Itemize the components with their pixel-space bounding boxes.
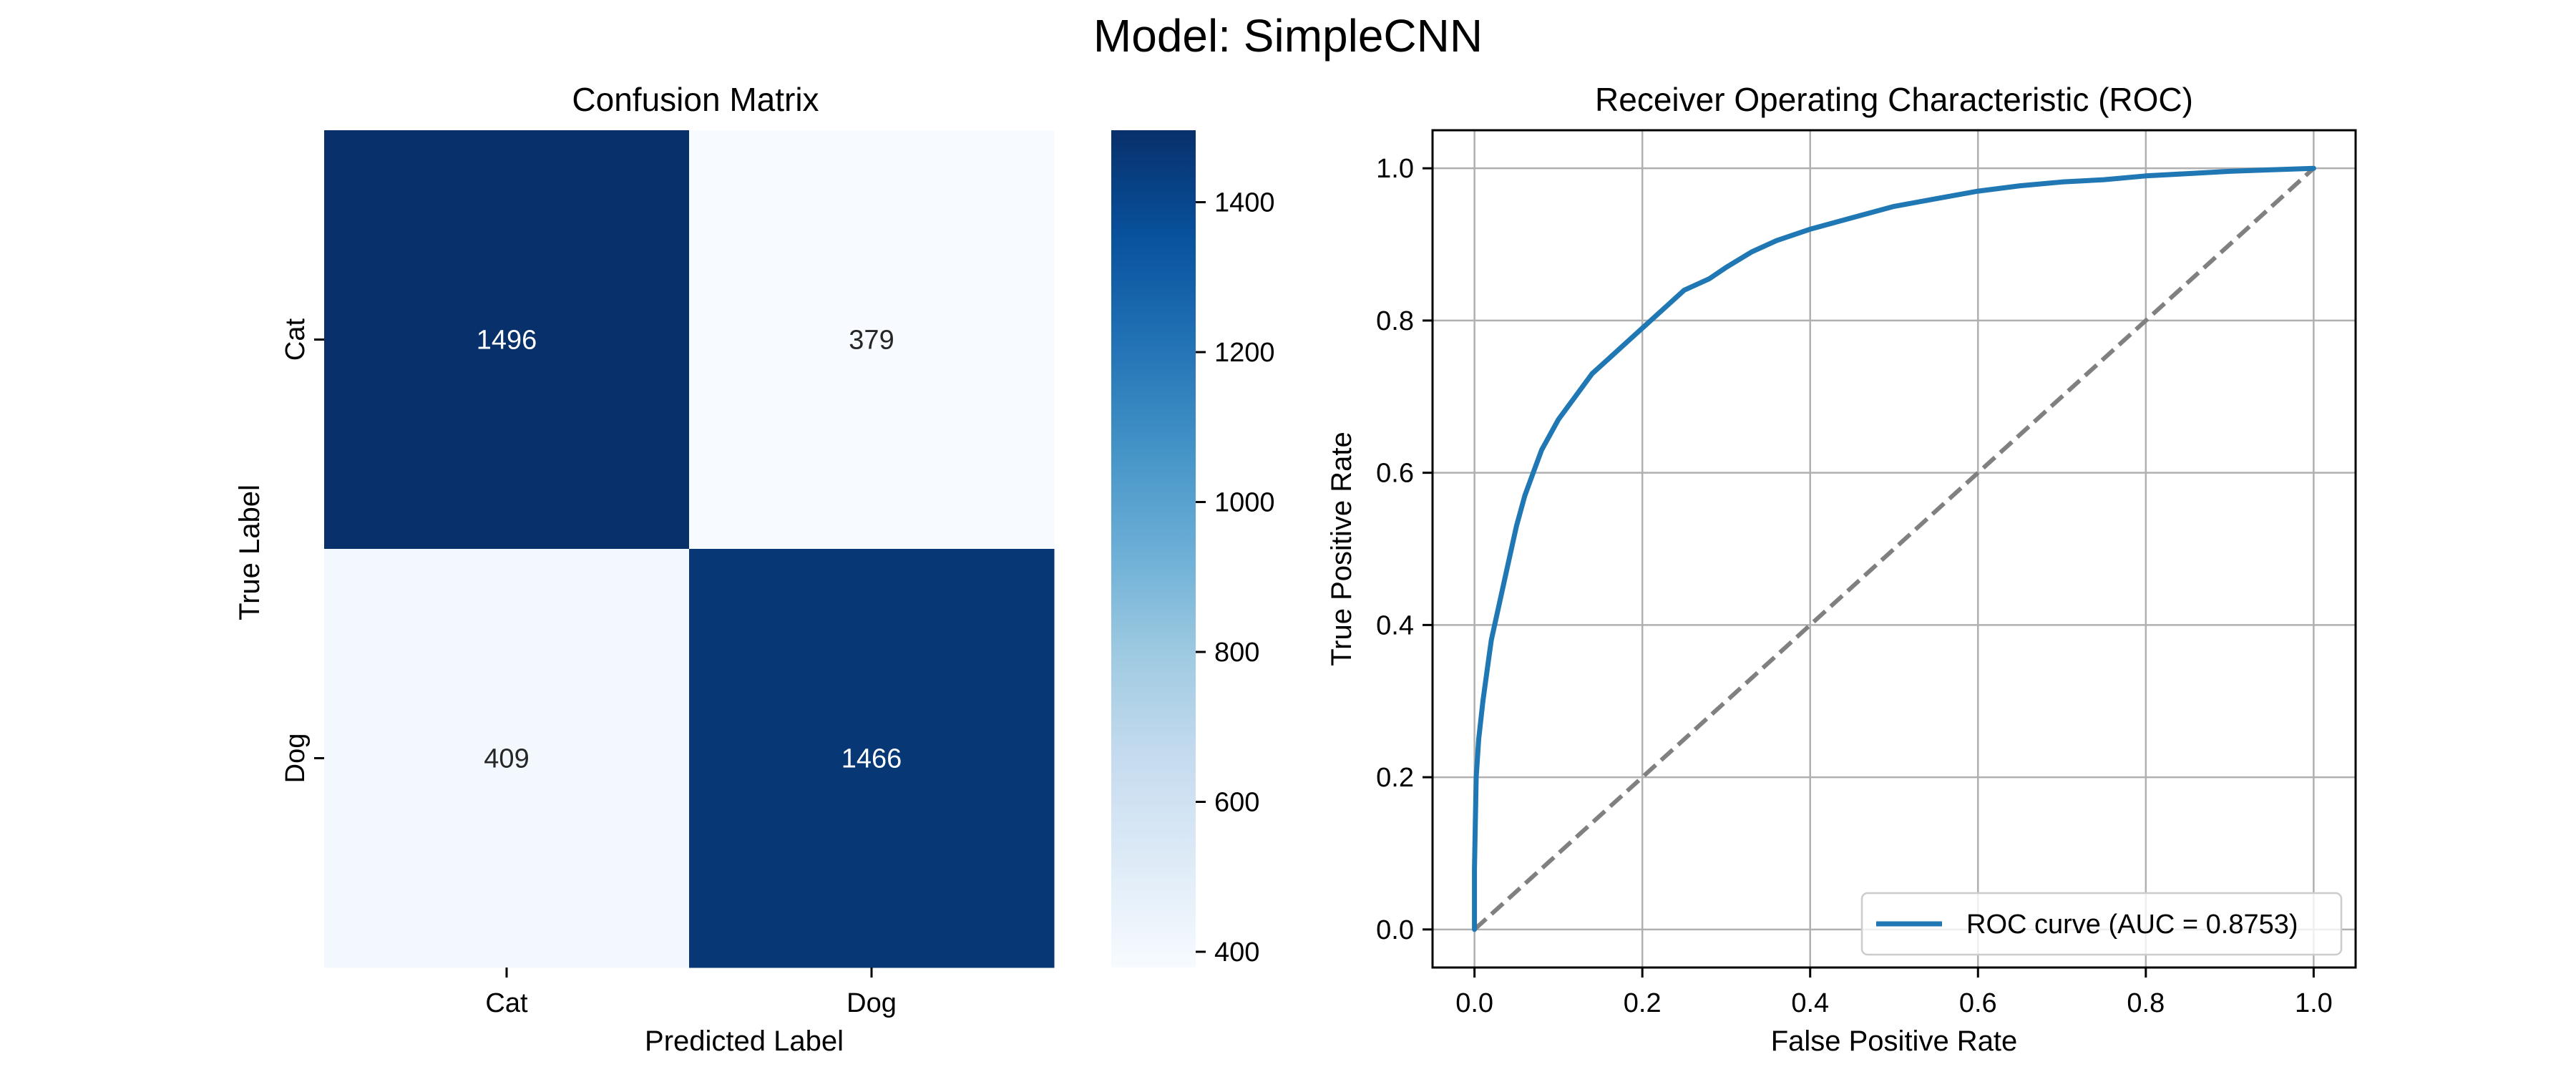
colorbar-tick-label: 1400: [1214, 188, 1275, 218]
roc-x-tick-label: 0.6: [1959, 988, 1997, 1018]
heatmap-cell: [324, 549, 690, 968]
roc-y-tick-label: 1.0: [1376, 154, 1414, 184]
roc-xlabel: False Positive Rate: [1771, 1025, 2018, 1057]
colorbar-tick-label: 800: [1214, 638, 1259, 668]
roc-curve-line: [1472, 165, 2316, 932]
confusion-matrix-cells: 1496 379 409 1466: [324, 130, 1055, 968]
roc-y-tick-label: 0.0: [1376, 915, 1414, 945]
heatmap-cell-label: 409: [484, 744, 529, 774]
y-tick-label: Cat: [280, 318, 311, 361]
confusion-matrix-ticks: Cat Dog Cat Dog: [280, 318, 897, 1018]
roc-lines: [1472, 165, 2316, 932]
roc-x-tick-label: 0.8: [2127, 988, 2165, 1018]
heatmap-cell: [689, 130, 1055, 550]
roc-x-tick-label: 1.0: [2295, 988, 2333, 1018]
heatmap-cell: [324, 130, 690, 550]
colorbar: 400 600 800 1000 1200 1400: [1111, 130, 1275, 968]
roc-x-tick-label: 0.0: [1455, 988, 1493, 1018]
roc-x-tick-label: 0.2: [1624, 988, 1662, 1018]
figure-title: Model: SimpleCNN: [1093, 10, 1483, 62]
colorbar-tick-label: 400: [1214, 937, 1259, 968]
colorbar-tick-label: 600: [1214, 788, 1259, 818]
roc-legend: ROC curve (AUC = 0.8753): [1860, 892, 2343, 956]
y-tick-label: Dog: [280, 734, 311, 784]
heatmap-cell-label: 1496: [477, 326, 537, 356]
roc-legend-label: ROC curve (AUC = 0.8753): [1966, 910, 2298, 940]
heatmap-cell: [689, 549, 1055, 968]
roc-y-tick-label: 0.4: [1376, 610, 1414, 640]
roc-ylabel: True Positive Rate: [1326, 432, 1357, 666]
roc-legend-box: [1860, 892, 2343, 956]
confusion-matrix-ylabel: True Label: [234, 484, 265, 620]
colorbar-tick-label: 1200: [1214, 338, 1275, 368]
roc-title: Receiver Operating Characteristic (ROC): [1595, 81, 2193, 118]
colorbar-tick-label: 1000: [1214, 488, 1275, 518]
colorbar-gradient: [1111, 130, 1196, 968]
roc-ticks: 0.0 0.2 0.4 0.6 0.8 1.0 0.0 0.2 0.4 0.6 0.8 1.0: [1376, 154, 2333, 1018]
roc-panel: Receiver Operating Characteristic (ROC) …: [1326, 81, 2357, 1057]
x-tick-label: Dog: [847, 988, 897, 1018]
x-tick-label: Cat: [485, 988, 528, 1018]
roc-y-tick-label: 0.6: [1376, 459, 1414, 489]
roc-x-tick-label: 0.4: [1791, 988, 1829, 1018]
colorbar-ticks: 400 600 800 1000 1200 1400: [1196, 188, 1275, 968]
roc-reference-line: [1473, 166, 2316, 932]
roc-y-tick-label: 0.8: [1376, 306, 1414, 336]
confusion-matrix-title: Confusion Matrix: [572, 81, 819, 118]
roc-y-tick-label: 0.2: [1376, 763, 1414, 793]
heatmap-cell-label: 1466: [841, 744, 902, 774]
roc-grid: [1433, 130, 2356, 968]
heatmap-cell-label: 379: [849, 326, 894, 356]
confusion-matrix-xlabel: Predicted Label: [645, 1025, 844, 1057]
roc-axes-frame: [1431, 129, 2357, 969]
